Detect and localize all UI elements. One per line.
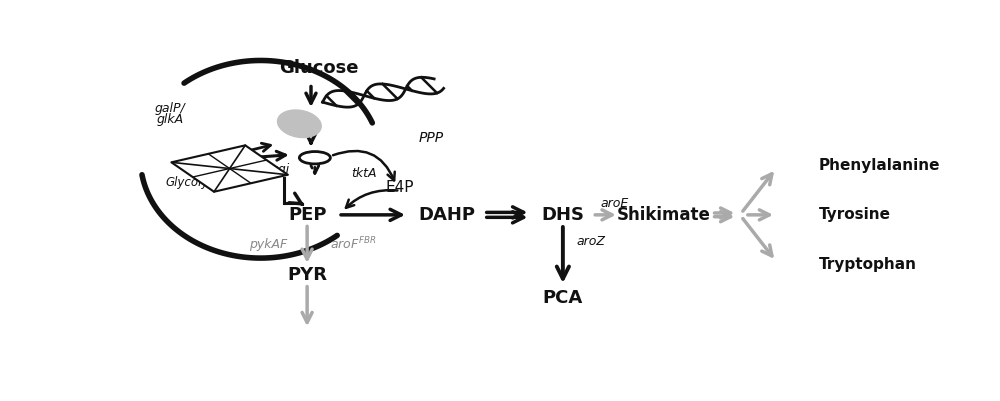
- Text: galP/: galP/: [155, 102, 185, 115]
- Text: Tryptophan: Tryptophan: [819, 257, 917, 272]
- Text: tktA: tktA: [351, 167, 377, 180]
- Text: PYR: PYR: [287, 266, 327, 284]
- Text: Shikimate: Shikimate: [617, 206, 711, 224]
- Text: PEP: PEP: [288, 206, 326, 224]
- Ellipse shape: [278, 110, 321, 138]
- Text: Glycolysis: Glycolysis: [165, 176, 224, 189]
- Text: pgi: pgi: [270, 163, 289, 176]
- Text: Phenylalanine: Phenylalanine: [819, 158, 940, 173]
- Text: pykAF: pykAF: [249, 238, 288, 251]
- Text: E4P: E4P: [385, 180, 414, 196]
- Text: $aroF^{FBR}$: $aroF^{FBR}$: [330, 236, 377, 253]
- Polygon shape: [171, 145, 288, 192]
- Text: Tyrosine: Tyrosine: [819, 207, 891, 223]
- Text: PPP: PPP: [419, 131, 444, 145]
- Circle shape: [299, 152, 330, 164]
- Text: aroE: aroE: [601, 196, 629, 210]
- Text: DHS: DHS: [541, 206, 584, 224]
- Text: Glucose: Glucose: [279, 59, 358, 77]
- Text: aroZ: aroZ: [577, 235, 606, 247]
- Text: DAHP: DAHP: [418, 206, 475, 224]
- Text: PCA: PCA: [543, 289, 583, 307]
- Text: glkA: glkA: [156, 113, 184, 126]
